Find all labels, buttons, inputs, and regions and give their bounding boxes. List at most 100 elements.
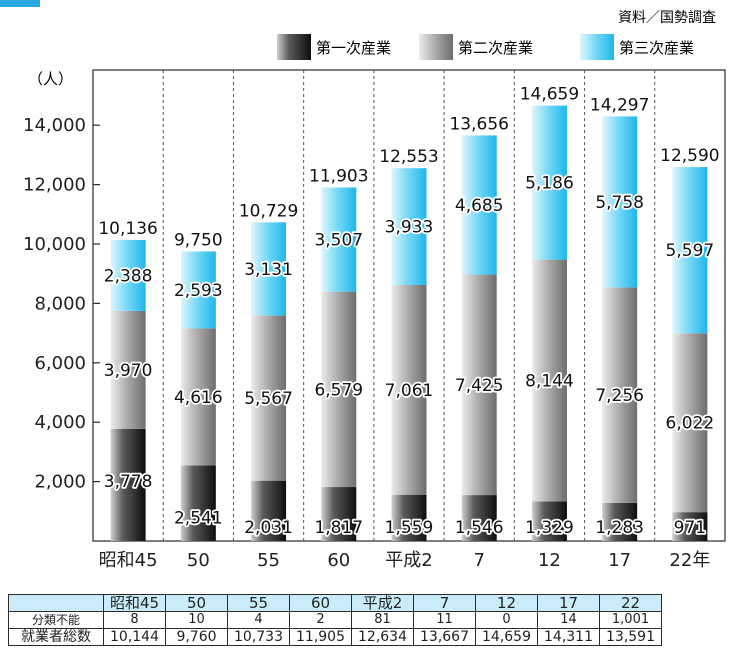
table-cell: 8 <box>103 611 166 629</box>
x-tick-label: 55 <box>257 550 280 571</box>
legend-label-tertiary: 第三次産業 <box>619 39 694 57</box>
bar-segment-tertiary <box>602 116 638 288</box>
table-cell: 14 <box>537 611 600 629</box>
x-tick-label: 昭和45 <box>99 550 158 571</box>
y-tick-label: 14,000 <box>23 115 86 136</box>
table-row: 分類不能 8 10 4 2 81 11 0 14 1,001 <box>8 611 662 629</box>
bar-segment-secondary <box>110 310 146 429</box>
bar-segment-tertiary <box>180 251 216 329</box>
bar-segment-primary <box>391 494 427 541</box>
value-label-secondary: 4,616 <box>174 388 223 408</box>
bar-segment-primary <box>602 502 638 541</box>
value-label-total: 10,729 <box>239 201 298 221</box>
value-label-tertiary: 5,758 <box>595 193 644 213</box>
table-cell: 4 <box>227 611 290 629</box>
bar-segment-primary <box>321 487 357 541</box>
value-label-primary: 3,778 <box>104 472 153 492</box>
value-label-total: 12,553 <box>379 147 438 167</box>
value-label-total: 14,297 <box>590 95 649 115</box>
table-row: 就業者総数 10,144 9,760 10,733 11,905 12,634 … <box>8 628 662 646</box>
bar-segment-secondary <box>672 333 708 513</box>
table-cell: 10 <box>165 611 228 629</box>
value-label-total: 12,590 <box>660 146 719 166</box>
bar-segment-primary <box>251 480 287 541</box>
bar-segment-tertiary <box>461 135 497 275</box>
value-label-total: 14,659 <box>520 85 579 105</box>
x-tick-label: 12 <box>538 550 561 571</box>
value-label-secondary: 6,022 <box>666 414 715 434</box>
value-label-primary: 2,031 <box>244 518 293 538</box>
value-label-tertiary: 3,933 <box>385 218 434 238</box>
y-tick-label: 4,000 <box>34 412 86 433</box>
value-label-tertiary: 5,186 <box>525 174 574 194</box>
table-header-cell: 平成2 <box>351 594 414 612</box>
value-label-secondary: 6,579 <box>314 380 363 400</box>
bar-segment-primary <box>672 512 708 541</box>
legend-swatch-secondary <box>419 34 453 60</box>
table-cell: 10,733 <box>227 628 290 646</box>
legend-swatch-primary <box>277 34 311 60</box>
table-header-cell: 17 <box>537 594 600 612</box>
bar-segment-secondary <box>531 259 567 502</box>
x-axis: 昭和45 50 55 60 平成2 7 12 17 22年 <box>99 550 711 571</box>
bars <box>110 105 708 541</box>
value-label-total: 10,136 <box>98 219 157 239</box>
value-label-secondary: 3,970 <box>104 361 153 381</box>
value-label-primary: 971 <box>674 518 706 538</box>
bar-segment-tertiary <box>531 105 567 260</box>
value-label-tertiary: 2,388 <box>104 266 153 286</box>
table-row-label: 就業者総数 <box>8 628 104 646</box>
value-label-tertiary: 2,593 <box>174 281 223 301</box>
x-tick-label: 17 <box>608 550 631 571</box>
value-label-primary: 1,329 <box>525 518 574 538</box>
y-unit-label: （人） <box>28 70 73 88</box>
bar-segment-primary <box>531 501 567 541</box>
bar-segment-primary <box>180 465 216 541</box>
bar-segment-secondary <box>602 287 638 503</box>
value-label-tertiary: 5,597 <box>666 241 715 261</box>
value-label-total: 9,750 <box>174 230 223 250</box>
value-label-primary: 1,283 <box>595 518 644 538</box>
bar-segment-tertiary <box>321 187 357 292</box>
table-cell: 2 <box>289 611 352 629</box>
table-header-cell: 55 <box>227 594 290 612</box>
y-tick-label: 2,000 <box>34 472 86 493</box>
value-label-primary: 1,546 <box>455 518 504 538</box>
legend-label-primary: 第一次産業 <box>316 39 391 57</box>
bar-segment-secondary <box>251 315 287 481</box>
table-cell: 10,144 <box>103 628 166 646</box>
bar-segment-secondary <box>391 284 427 495</box>
bar-segment-secondary <box>321 291 357 488</box>
table-header-cell: 60 <box>289 594 352 612</box>
table-header-cell: 22 <box>599 594 662 612</box>
x-tick-label: 50 <box>187 550 210 571</box>
table-header-cell: 50 <box>165 594 228 612</box>
table-cell: 81 <box>351 611 414 629</box>
table-header-cell: 12 <box>475 594 538 612</box>
value-labels: 3,778 3,970 2,388 10,136 2,541 4,616 2,593 9,75… <box>97 83 722 540</box>
table-row-label: 分類不能 <box>8 611 104 629</box>
value-label-secondary: 7,061 <box>385 381 434 401</box>
y-axis: 2,000 4,000 6,000 8,000 10,000 12,000 14,000 <box>23 115 100 493</box>
header-accent <box>0 0 40 7</box>
value-label-primary: 2,541 <box>174 509 223 529</box>
table-cell: 12,634 <box>351 628 414 646</box>
source-note: 資料／国勢調査 <box>618 10 716 26</box>
legend: 第一次産業 第二次産業 第三次産業 <box>277 34 694 60</box>
legend-swatch-tertiary <box>580 34 614 60</box>
legend-label-secondary: 第二次産業 <box>458 39 533 57</box>
table-cell: 0 <box>475 611 538 629</box>
value-label-secondary: 7,425 <box>455 376 504 396</box>
y-tick-label: 6,000 <box>34 353 86 374</box>
bar-segment-tertiary <box>110 239 146 311</box>
data-table: 昭和45 50 55 60 平成2 7 12 17 22 分類不能 8 10 4… <box>8 594 662 646</box>
table-corner-cell <box>8 594 104 612</box>
value-label-tertiary: 3,131 <box>244 260 293 280</box>
x-tick-label: 60 <box>327 550 350 571</box>
x-tick-label: 7 <box>473 550 484 571</box>
value-label-tertiary: 4,685 <box>455 196 504 216</box>
table-cell: 11,905 <box>289 628 352 646</box>
chart: 資料／国勢調査 第一次産業 第二次産業 第三次産業 （人） 2,000 4,000… <box>0 0 726 571</box>
value-label-tertiary: 3,507 <box>314 231 363 251</box>
bar-segment-tertiary <box>672 167 708 334</box>
